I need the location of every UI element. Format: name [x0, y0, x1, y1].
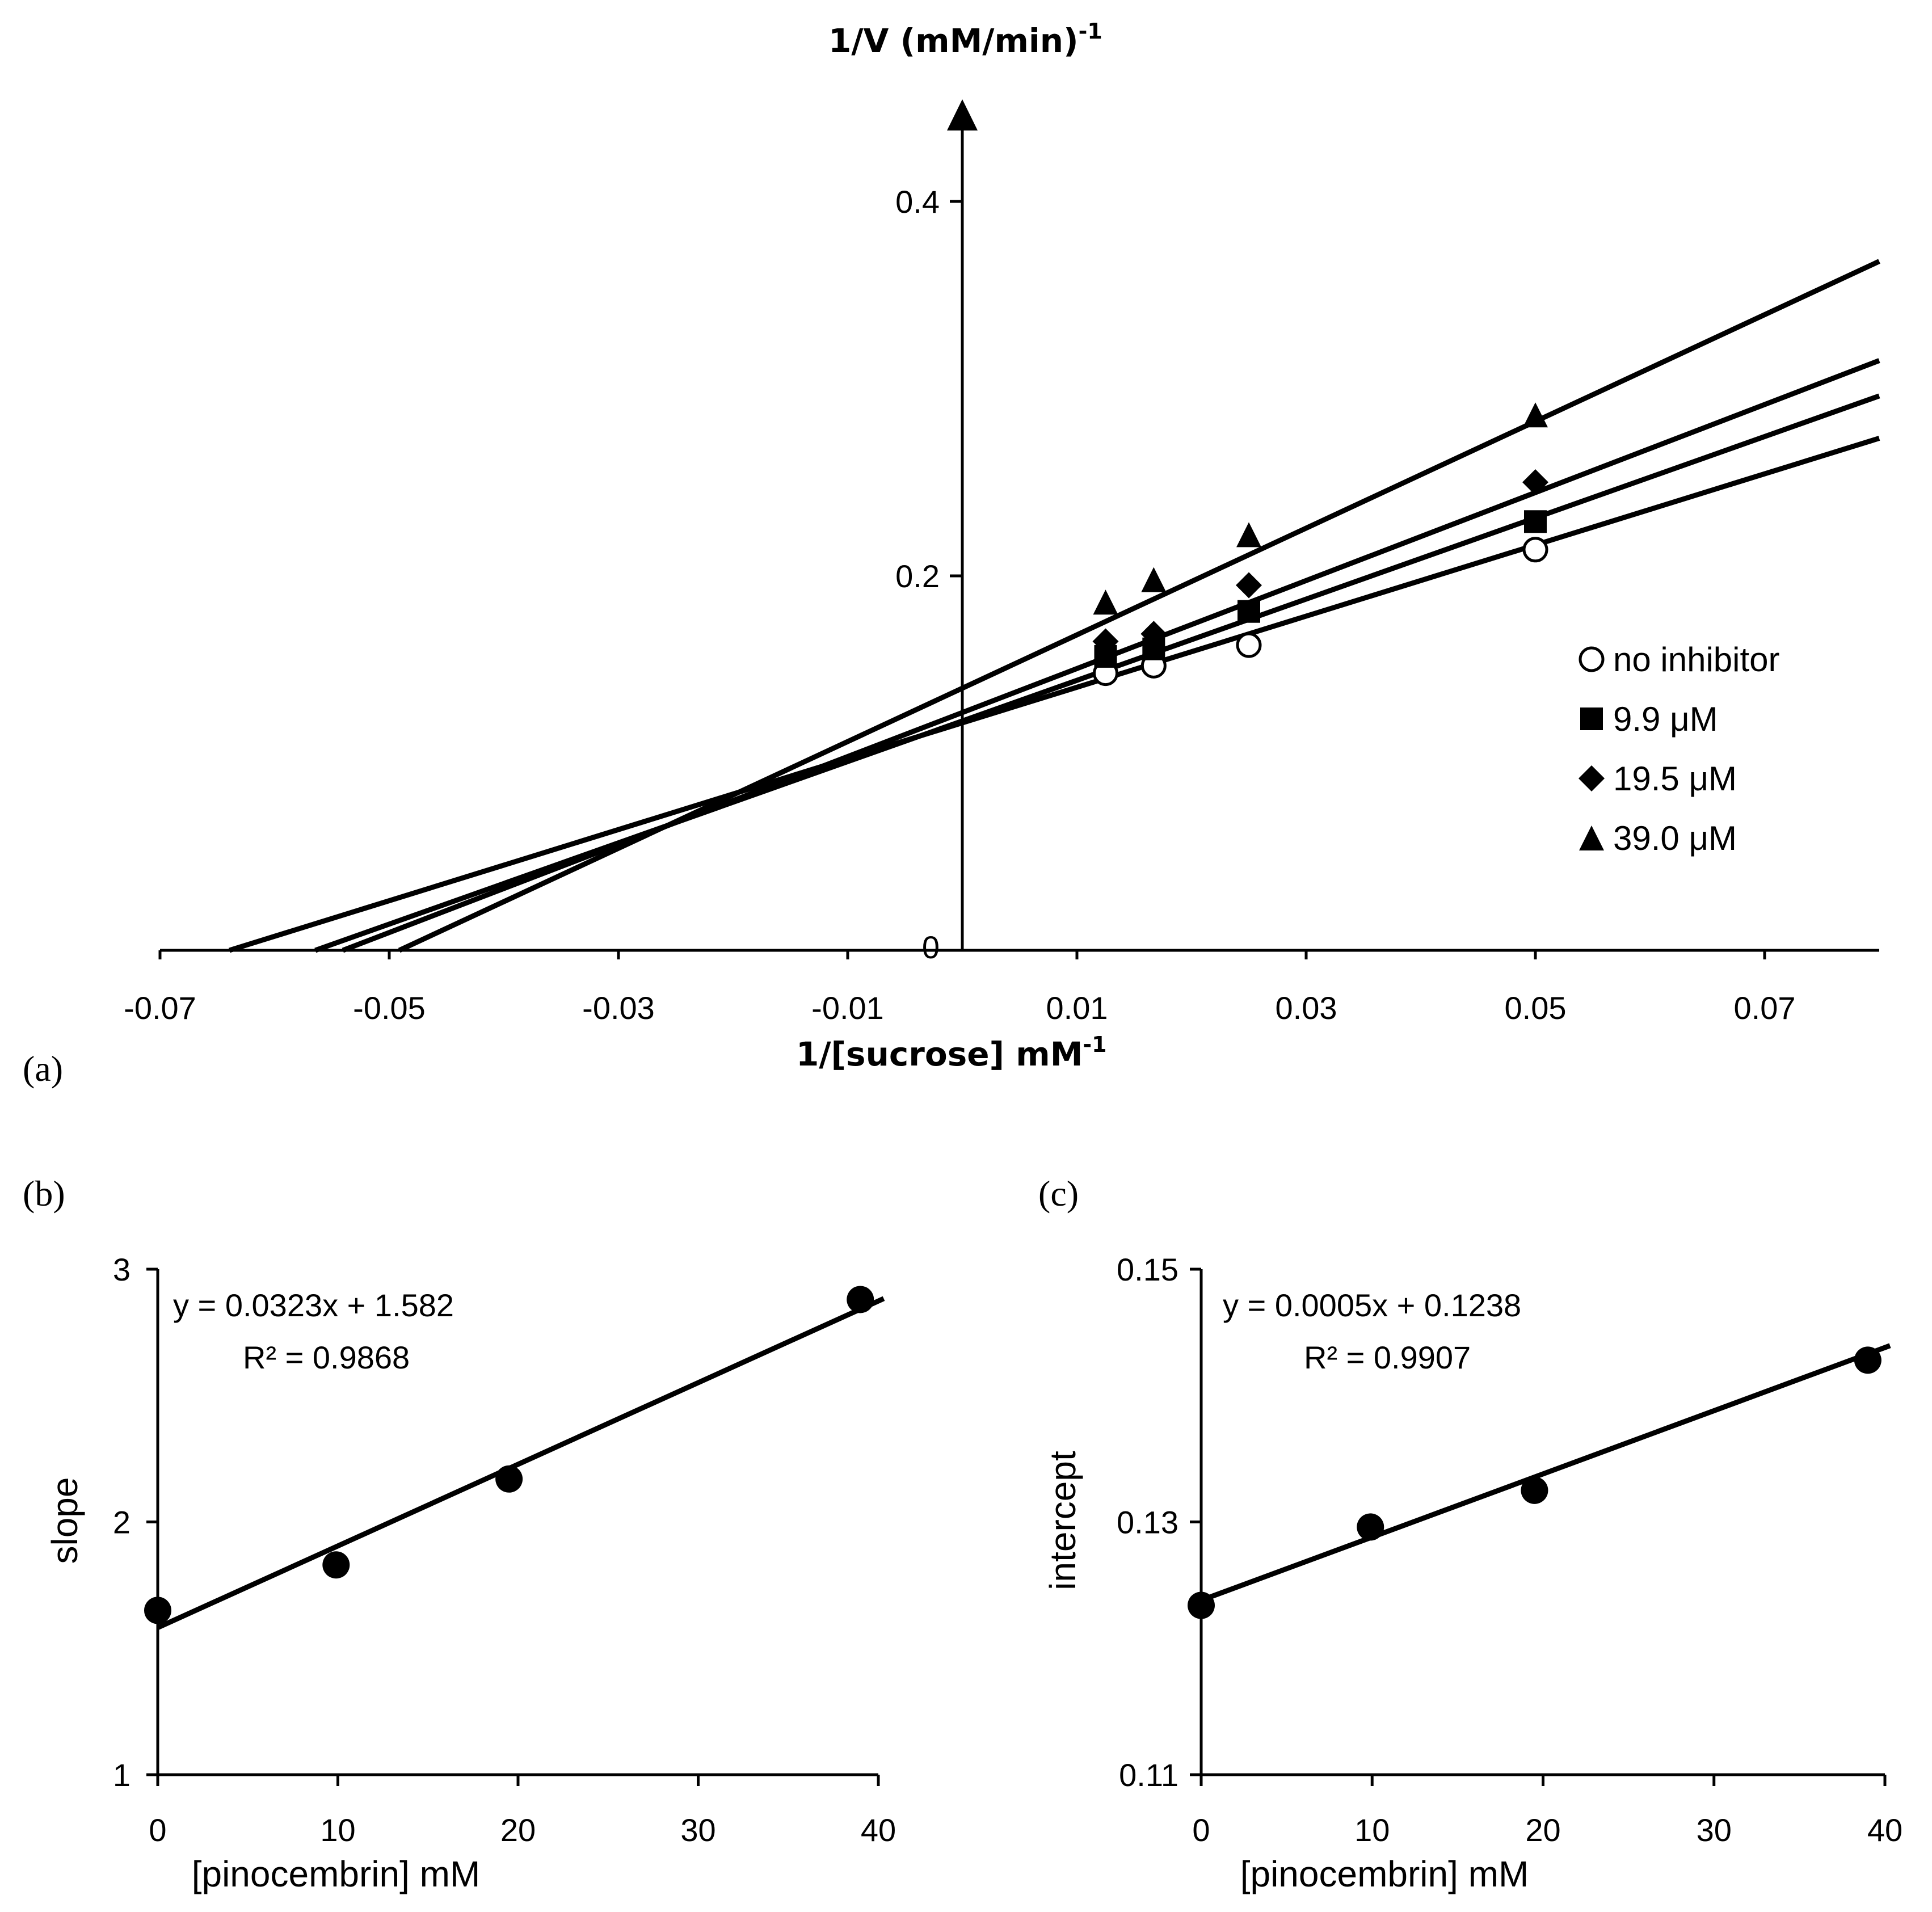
x-axis-title: 1/[sucrose] mM-1 — [796, 1032, 1107, 1073]
x-tick-label: 0.01 — [1046, 990, 1108, 1026]
panel-label-b: (b) — [23, 1173, 65, 1214]
r-squared: R² = 0.9868 — [243, 1340, 410, 1375]
x-tick-label: 10 — [1354, 1812, 1390, 1848]
y-tick-label: 0.4 — [895, 184, 940, 220]
y-tick-label: 2 — [113, 1505, 131, 1540]
data-point — [495, 1465, 523, 1493]
data-point — [1521, 1476, 1548, 1504]
plot-axes — [158, 99, 1879, 959]
data-point — [847, 1286, 874, 1313]
x-tick-label: 20 — [500, 1812, 536, 1848]
legend-marker-triangle — [1579, 826, 1604, 850]
x-tick-label: 20 — [1525, 1812, 1560, 1848]
x-tick-label: 0 — [149, 1812, 166, 1848]
fit-line — [1200, 1343, 1891, 1603]
x-tick-label: -0.07 — [124, 990, 196, 1026]
data-point — [1357, 1513, 1384, 1541]
data-points — [144, 1286, 874, 1624]
fit-equation: y = 0.0323x + 1.582 — [173, 1287, 454, 1323]
x-tick-label: 0.07 — [1734, 990, 1796, 1026]
legend-label: 19.5 μM — [1613, 760, 1737, 798]
data-point-circle-open — [1522, 537, 1548, 563]
data-point — [1188, 1591, 1215, 1619]
data-point-circle-open — [1236, 632, 1262, 658]
legend-label: 9.9 μM — [1613, 700, 1718, 738]
y-tick-label: 1 — [113, 1757, 131, 1793]
legend-marker-square — [1580, 707, 1603, 730]
y-tick-label: 0.13 — [1117, 1505, 1178, 1540]
x-tick-label: 40 — [861, 1812, 896, 1848]
y-tick-label: 0.11 — [1119, 1757, 1178, 1793]
panel-label-c: (c) — [1038, 1173, 1079, 1214]
x-tick-label: 30 — [680, 1812, 715, 1848]
legend-marker-diamond — [1579, 765, 1605, 791]
fit-line — [157, 1296, 885, 1630]
data-points — [1092, 402, 1548, 687]
legend-label: 39.0 μM — [1613, 819, 1737, 857]
slope-replot: (b) 0 10 20 30 40 1 2 3 y = 0.0323x + 1.582 R² … — [23, 1173, 896, 1894]
data-point-triangle — [1093, 589, 1118, 615]
x-tick-label: 30 — [1697, 1812, 1732, 1848]
fit-line-triangle — [398, 259, 1880, 953]
x-axis-title: [pinocembrin] mM — [192, 1854, 481, 1894]
y-tick-label: 0 — [922, 929, 940, 965]
data-points — [1188, 1346, 1882, 1619]
x-tick-label: 0.05 — [1505, 990, 1567, 1026]
x-tick-label: -0.03 — [582, 990, 655, 1026]
tick-labels: -0.07 -0.05 -0.03 -0.01 0.01 0.03 0.05 0.07 0 0.2… — [124, 184, 1795, 1026]
x-tick-label: -0.05 — [353, 990, 426, 1026]
data-point-triangle — [1236, 522, 1261, 548]
legend-marker-circle-open — [1579, 646, 1605, 672]
x-tick-label: 10 — [320, 1812, 355, 1848]
lineweaver-burk-plot: (a) -0.07 -0.05 -0.03 -0.01 0.01 0.03 0.05 0.07… — [23, 19, 1880, 1089]
data-point-triangle — [1141, 567, 1167, 592]
fit-equation: y = 0.0005x + 0.1238 — [1223, 1287, 1521, 1323]
legend: no inhibitor 9.9 μM 19.5 μM 39.0 μM — [1579, 641, 1780, 857]
y-tick-label: 0.15 — [1117, 1252, 1178, 1287]
data-point-diamond — [1522, 469, 1548, 495]
tick-labels: 0 10 20 30 40 0.11 0.13 0.15 — [1117, 1252, 1902, 1848]
x-tick-label: 0.03 — [1276, 990, 1337, 1026]
x-tick-label: 40 — [1867, 1812, 1902, 1848]
panel-label-a: (a) — [23, 1048, 63, 1089]
data-point-square — [1238, 600, 1260, 623]
y-axis-title: intercept — [1042, 1451, 1083, 1590]
r-squared: R² = 0.9907 — [1304, 1340, 1471, 1375]
data-point-triangle — [1523, 402, 1548, 428]
y-tick-label: 3 — [113, 1252, 131, 1287]
data-point-diamond — [1236, 572, 1262, 599]
y-axis-arrow — [947, 99, 978, 130]
data-point — [144, 1597, 171, 1624]
y-axis-title: 1/V (mM/min)-1 — [828, 19, 1102, 60]
data-point — [1854, 1346, 1882, 1374]
data-point — [322, 1551, 350, 1579]
trend-line — [157, 1296, 885, 1630]
plot-axes — [146, 1267, 880, 1786]
x-tick-label: 0 — [1192, 1812, 1210, 1848]
x-axis-title: [pinocembrin] mM — [1240, 1854, 1529, 1894]
legend-label: no inhibitor — [1613, 641, 1780, 679]
data-point-diamond — [1140, 621, 1167, 647]
data-point-diamond — [1092, 628, 1119, 655]
trend-line — [1200, 1343, 1891, 1603]
plot-axes — [1190, 1267, 1887, 1786]
x-tick-label: -0.01 — [811, 990, 884, 1026]
y-axis-title: slope — [44, 1477, 85, 1564]
intercept-replot: (c) 0 10 20 30 40 0.11 0.13 0.15 y = 0.0005x + … — [1038, 1173, 1902, 1894]
tick-labels: 0 10 20 30 40 1 2 3 — [113, 1252, 896, 1848]
y-tick-label: 0.2 — [895, 558, 940, 594]
data-point-square — [1524, 510, 1547, 533]
fit-line-circle-open — [228, 436, 1880, 953]
